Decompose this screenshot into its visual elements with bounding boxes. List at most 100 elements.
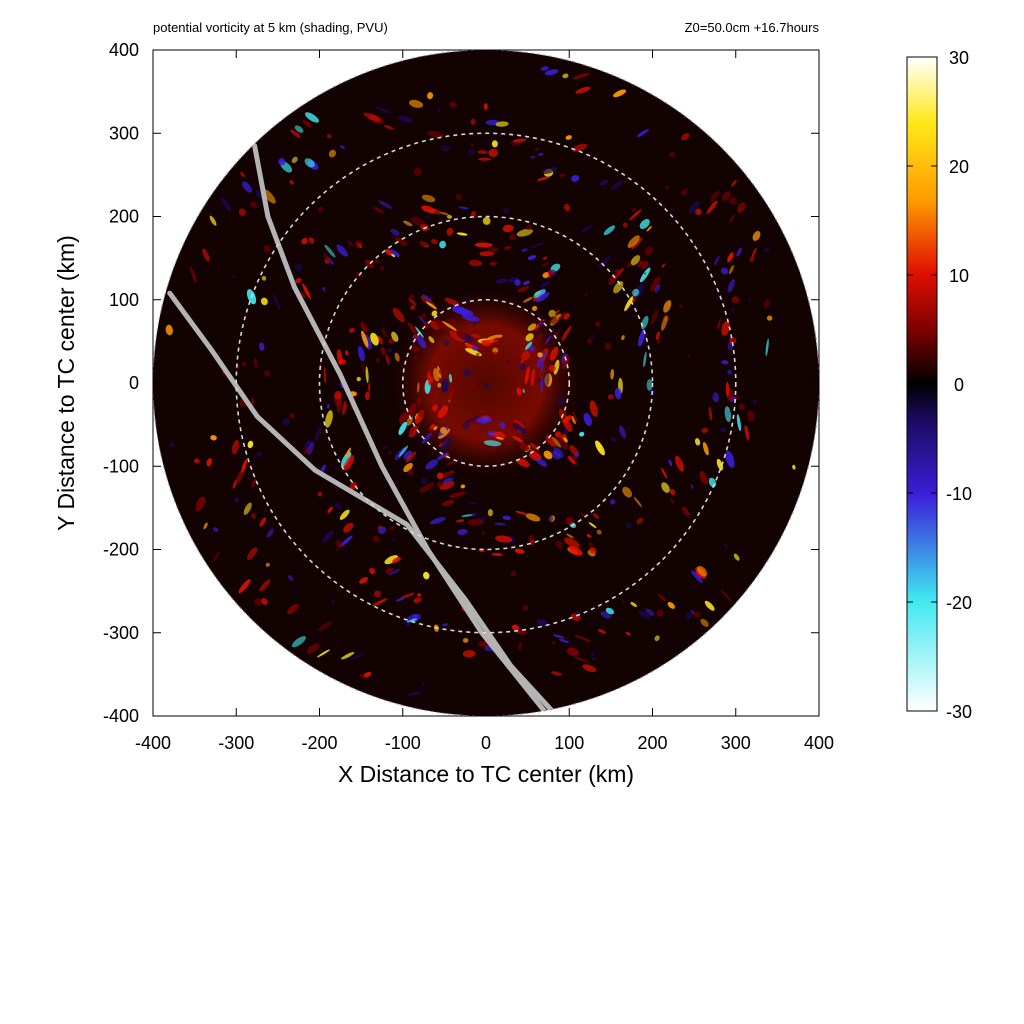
pv-filament (730, 179, 737, 187)
pv-filament (600, 179, 609, 186)
pv-speck (372, 535, 380, 543)
pv-filament (639, 218, 650, 230)
pv-filament (305, 112, 319, 123)
pv-filament (502, 224, 514, 233)
pv-speck (492, 248, 496, 252)
pv-filament (763, 299, 770, 309)
pv-filament (483, 103, 488, 110)
pv-filament (574, 635, 591, 642)
pv-filament (348, 327, 355, 333)
pv-filament (749, 256, 755, 262)
pv-filament (460, 484, 466, 489)
pv-filament (441, 438, 452, 447)
pv-filament (391, 331, 399, 342)
pv-filament (278, 158, 286, 166)
pv-filament (571, 415, 576, 425)
pv-filament (426, 130, 444, 138)
pv-filament (714, 255, 720, 266)
pv-filament (579, 431, 585, 437)
pv-speck (549, 316, 558, 324)
pv-filament (638, 329, 646, 347)
pv-filament (563, 203, 571, 212)
pv-filament (655, 331, 661, 340)
pv-filament (385, 354, 390, 365)
pv-filament (580, 224, 593, 233)
pv-filament (675, 455, 685, 472)
pv-filament (720, 588, 732, 602)
pv-filament (441, 623, 449, 627)
pv-filament (253, 357, 258, 369)
pv-speck (443, 339, 450, 346)
pv-filament (627, 235, 640, 248)
pv-filament (419, 240, 427, 247)
pv-filament (555, 431, 562, 438)
pv-speck (517, 623, 521, 628)
pv-filament (456, 232, 468, 236)
pv-filament (527, 323, 537, 331)
pv-speck (417, 409, 426, 418)
pv-filament (514, 279, 521, 286)
x-tick-label: -200 (301, 733, 337, 753)
pv-filament (221, 197, 232, 212)
pv-filament (512, 435, 524, 443)
pv-filament (727, 252, 734, 263)
pv-filament (551, 450, 561, 460)
pv-speck (376, 358, 380, 363)
pv-filament (525, 333, 534, 342)
pv-filament (461, 514, 475, 517)
pv-speck (662, 205, 666, 209)
pv-filament (202, 248, 210, 262)
pv-filament (433, 426, 438, 431)
pv-filament (596, 529, 602, 535)
pv-speck (669, 151, 676, 158)
pv-filament (400, 592, 415, 599)
x-tick-label: 100 (554, 733, 584, 753)
pv-speck (729, 197, 737, 205)
pv-filament (381, 327, 388, 338)
pv-speck (359, 673, 365, 678)
pv-filament (537, 352, 543, 358)
pv-filament (545, 435, 557, 447)
pv-filament (374, 590, 381, 598)
pv-speck (428, 427, 434, 433)
pv-filament (247, 547, 258, 560)
pv-filament (571, 175, 580, 182)
pv-filament (615, 269, 620, 274)
pv-filament (408, 691, 422, 696)
pv-filament (480, 339, 499, 344)
pv-filament (530, 368, 536, 386)
pv-speck (354, 240, 363, 248)
pv-filament (300, 291, 306, 299)
pv-filament (440, 212, 449, 215)
pv-filament (250, 513, 256, 519)
colorbar-tick-label: 0 (954, 375, 964, 395)
pv-speck (590, 651, 595, 656)
pv-filament (441, 378, 449, 393)
pv-filament (327, 403, 330, 409)
pv-speck (694, 611, 701, 618)
pv-filament (385, 248, 394, 256)
pv-filament (383, 125, 394, 130)
pv-filament (231, 439, 240, 455)
pv-filament (494, 535, 513, 543)
pv-filament (644, 246, 653, 256)
pv-filament (632, 288, 640, 297)
pv-filament (364, 259, 374, 269)
pv-filament (363, 672, 372, 678)
pv-filament (600, 611, 612, 619)
pv-speck (484, 382, 489, 388)
pv-filament (598, 255, 611, 268)
pv-filament (516, 458, 530, 468)
pv-filament (524, 341, 533, 350)
pv-speck (465, 296, 470, 302)
pv-filament (523, 280, 530, 285)
pv-speck (556, 397, 565, 405)
chart-subtitle: Z0=50.0cm +16.7hours (685, 20, 820, 35)
pv-filament (564, 537, 580, 548)
pv-filament (302, 283, 311, 299)
pv-filament (369, 567, 376, 575)
pv-filament (536, 619, 548, 627)
pv-filament (388, 568, 401, 576)
pv-filament (613, 281, 624, 294)
pv-filament (565, 516, 574, 525)
